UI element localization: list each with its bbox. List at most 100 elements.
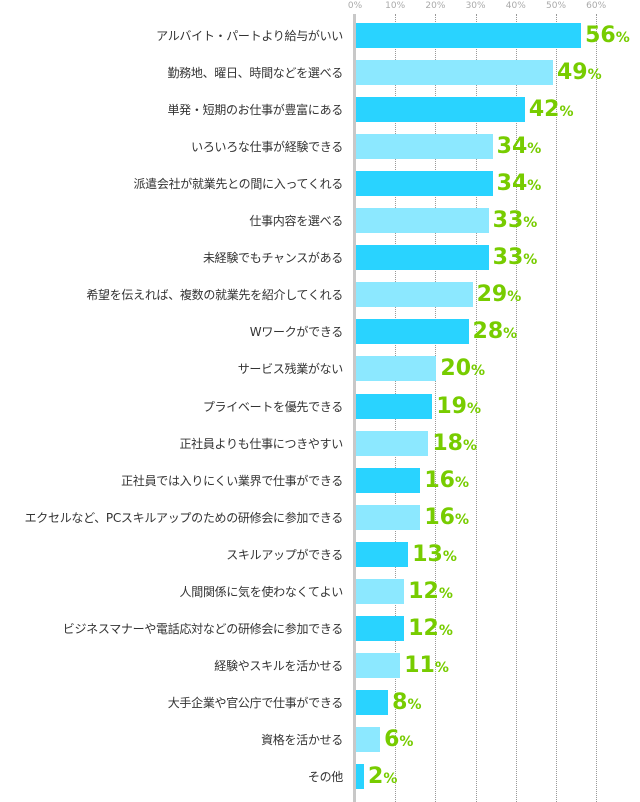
value-number: 12 <box>408 578 439 604</box>
bar <box>356 171 493 197</box>
value-number: 6 <box>384 726 400 752</box>
value-unit: % <box>587 67 602 84</box>
value-unit: % <box>527 178 542 195</box>
value-label: 18% <box>432 431 477 459</box>
value-label: 56% <box>585 23 630 51</box>
x-tick-label: 50% <box>545 1 567 11</box>
value-number: 19 <box>436 393 467 419</box>
value-unit: % <box>454 511 469 528</box>
bar <box>356 504 421 530</box>
value-number: 33 <box>492 208 524 234</box>
category-label: 仕事内容を選べる <box>249 214 343 229</box>
value-unit: % <box>523 215 538 232</box>
category-label: 大手企業や官公庁で仕事ができる <box>167 695 344 710</box>
value-label: 34% <box>497 134 542 162</box>
x-tick-label: 30% <box>465 1 486 11</box>
value-label: 20% <box>440 356 485 384</box>
value-label: 33% <box>493 208 538 236</box>
value-label: 33% <box>493 245 538 273</box>
value-label: 16% <box>424 505 469 533</box>
bar <box>356 578 405 604</box>
value-label: 8% <box>392 690 421 718</box>
value-unit: % <box>383 771 398 787</box>
category-label: 勤務地、曜日、時間などを選べる <box>167 66 343 81</box>
value-label: 42% <box>529 97 574 125</box>
value-label: 19% <box>436 394 481 422</box>
value-unit: % <box>559 104 574 121</box>
value-number: 28 <box>472 319 504 345</box>
category-label: 希望を伝えれば、複数の就業先を紹介してくれる <box>86 288 343 303</box>
y-axis-line <box>353 14 356 802</box>
category-label: プライベートを優先できる <box>202 399 343 414</box>
x-tick-label: 20% <box>425 1 446 11</box>
value-unit: % <box>471 363 486 380</box>
value-unit: % <box>523 252 538 269</box>
value-label: 49% <box>557 60 602 88</box>
gridline <box>475 14 477 802</box>
category-label: アルバイト・パートより給与がいい <box>156 29 343 43</box>
value-unit: % <box>454 474 469 491</box>
bar <box>356 430 429 456</box>
value-unit: % <box>407 696 422 713</box>
value-unit: % <box>434 659 449 676</box>
bar <box>356 282 473 308</box>
value-label: 2% <box>368 764 397 792</box>
value-number: 18 <box>432 430 463 456</box>
value-number: 34 <box>496 171 528 197</box>
bar <box>356 97 525 123</box>
bar <box>356 60 553 86</box>
value-number: 49 <box>556 60 588 86</box>
category-label: エクセルなど、PCスキルアップのための研修会に参加できる <box>24 510 344 525</box>
category-label: サービス残業がない <box>237 362 344 377</box>
gridline <box>435 14 437 802</box>
value-label: 34% <box>497 171 542 199</box>
gridline <box>515 14 517 802</box>
value-label: 29% <box>477 282 522 310</box>
value-number: 34 <box>496 134 528 160</box>
value-number: 16 <box>424 467 455 493</box>
bar <box>356 393 433 419</box>
value-unit: % <box>438 622 453 639</box>
category-label: スキルアップができる <box>226 547 343 562</box>
value-number: 20 <box>440 356 472 382</box>
value-label: 12% <box>408 616 453 644</box>
bar <box>356 726 381 752</box>
category-label: ビジネスマナーや電話応対などの研修会に参加できる <box>62 621 344 636</box>
value-number: 42 <box>528 97 560 123</box>
category-label: 人間関係に気を使わなくてよい <box>179 584 344 599</box>
value-number: 33 <box>492 245 524 271</box>
bar <box>356 689 389 715</box>
bar <box>356 245 489 271</box>
gridline <box>556 14 557 802</box>
category-label: 資格を活かせる <box>261 732 343 747</box>
value-unit: % <box>442 548 457 565</box>
value-label: 11% <box>404 653 449 681</box>
bar <box>356 615 405 641</box>
bar <box>356 319 469 345</box>
category-label: 正社員では入りにくい業界で仕事ができる <box>121 473 343 488</box>
value-unit: % <box>399 733 414 750</box>
bar <box>356 356 437 382</box>
value-unit: % <box>462 437 478 454</box>
value-unit: % <box>527 141 542 158</box>
value-number: 16 <box>424 504 455 530</box>
value-unit: % <box>503 326 518 343</box>
x-tick-label: 40% <box>505 1 526 11</box>
value-number: 56 <box>585 23 616 48</box>
category-label: 未経験でもチャンスがある <box>202 251 343 266</box>
value-unit: % <box>467 400 482 417</box>
category-label: 派遣会社が就業先との間に入ってくれる <box>133 177 343 192</box>
category-label: その他 <box>307 770 343 784</box>
value-unit: % <box>615 30 630 46</box>
category-label: 正社員よりも仕事につきやすい <box>179 436 343 451</box>
value-number: 11 <box>404 652 435 678</box>
category-label: 単発・短期のお仕事が豊富にある <box>167 103 343 118</box>
bar <box>356 23 582 48</box>
value-number: 13 <box>412 541 443 567</box>
bar <box>356 134 493 160</box>
value-unit: % <box>438 585 453 602</box>
bar <box>356 764 365 789</box>
x-tick-label: 10% <box>385 1 406 11</box>
value-number: 29 <box>476 282 508 308</box>
